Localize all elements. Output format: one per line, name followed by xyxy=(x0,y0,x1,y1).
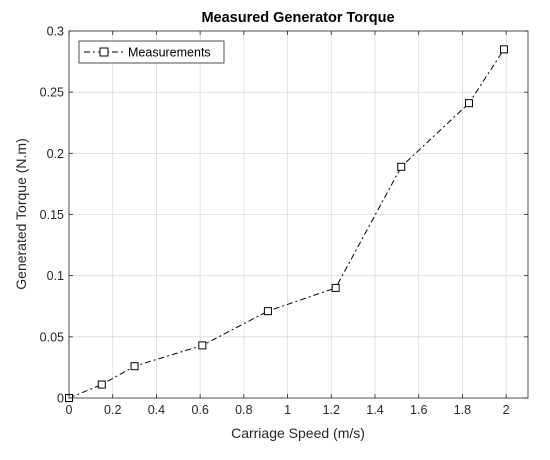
y-axis-label: Generated Torque (N.m) xyxy=(13,138,29,289)
x-tick-label: 1.4 xyxy=(366,403,383,417)
y-tick-label: 0.25 xyxy=(40,86,64,100)
y-tick-label: 0.15 xyxy=(40,208,64,222)
chart-title: Measured Generator Torque xyxy=(201,10,394,26)
y-tick-labels: 0 0.05 0.1 0.15 0.2 0.25 0.3 xyxy=(40,25,64,406)
x-tick-label: 0.4 xyxy=(148,403,165,417)
x-axis-label: Carriage Speed (m/s) xyxy=(231,425,365,441)
data-point-marker xyxy=(97,380,106,389)
data-point-marker xyxy=(263,307,272,316)
data-point-marker xyxy=(198,341,207,350)
data-point-marker xyxy=(397,162,406,171)
legend-label: Measurements xyxy=(128,46,211,60)
x-tick-label: 0.6 xyxy=(191,403,208,417)
x-tick-label: 1.8 xyxy=(454,403,471,417)
y-tick-label: 0.3 xyxy=(47,25,64,39)
x-tick-label: 1.6 xyxy=(410,403,427,417)
data-point-marker xyxy=(499,45,508,54)
legend: Measurements xyxy=(78,40,225,64)
y-tick-label: 0.05 xyxy=(40,330,64,344)
data-point-marker xyxy=(464,99,473,108)
x-tick-label: 2 xyxy=(503,403,510,417)
y-tick-label: 0.2 xyxy=(47,147,64,161)
x-tick-labels: 0 0.2 0.4 0.6 0.8 1 1.2 1.4 1.6 1.8 2 xyxy=(66,403,510,417)
tick-marks xyxy=(68,30,528,399)
data-point-marker xyxy=(130,362,139,371)
x-tick-label: 1.2 xyxy=(323,403,340,417)
y-tick-label: 0 xyxy=(57,392,64,406)
grid-lines xyxy=(68,30,528,399)
x-tick-label: 1 xyxy=(284,403,291,417)
x-tick-label: 0 xyxy=(66,403,73,417)
y-tick-label: 0.1 xyxy=(47,269,64,283)
legend-marker-square-icon xyxy=(99,47,109,57)
x-tick-label: 0.2 xyxy=(104,403,121,417)
series-line xyxy=(68,49,505,399)
data-point-marker xyxy=(331,283,340,292)
x-tick-label: 0.8 xyxy=(235,403,252,417)
legend-box xyxy=(78,40,225,64)
